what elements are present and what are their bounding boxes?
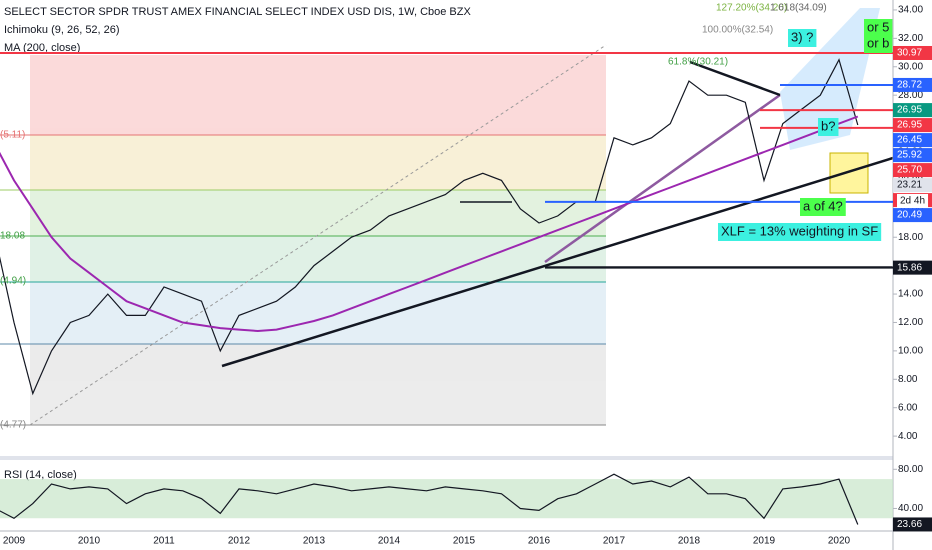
fib-zone: [30, 55, 606, 135]
x-tick-label: 2014: [378, 536, 401, 547]
y-tick-label: 28.00: [898, 90, 923, 101]
x-tick-label: 2018: [678, 536, 701, 547]
y-tick-label: 34.00: [898, 5, 923, 16]
trend-line: [689, 60, 781, 97]
trend-line: [544, 93, 781, 264]
y-tick-label: 6.00: [898, 402, 918, 413]
annotation: b?: [821, 118, 835, 133]
annotation: 18.08: [0, 231, 25, 242]
annotation: (5.11): [0, 130, 25, 141]
price-tag: [893, 133, 932, 148]
annotation: XLF = 13% weighting in SF: [721, 223, 878, 238]
y-tick-label: 80.00: [898, 464, 923, 475]
annotation-box: [818, 118, 839, 136]
annotation: 100.00%(32.54): [702, 25, 773, 36]
y-tick-label: 14.00: [898, 289, 923, 300]
price-tag: [893, 260, 932, 275]
indicator-label: Ichimoku (9, 26, 52, 26): [4, 24, 120, 36]
series-line: [0, 115, 859, 333]
target-box: [829, 152, 869, 194]
pane-title: RSI (14, close): [4, 469, 77, 481]
series-line: [0, 58, 859, 396]
y-tick-label: 18.00: [898, 232, 923, 243]
y-tick-label: 10.00: [898, 346, 923, 357]
fib-zone: [30, 190, 606, 236]
pane-separator: [0, 456, 893, 460]
price-tag: [893, 163, 932, 178]
price-tag: [893, 118, 932, 133]
x-tick-label: 2009: [3, 536, 26, 547]
annotation-box: [788, 29, 817, 47]
channel: [780, 8, 880, 150]
x-tick-label: 2012: [228, 536, 251, 547]
trend-line: [221, 156, 894, 368]
annotation: 3) ?: [791, 29, 813, 44]
x-tick-label: 2013: [303, 536, 326, 547]
price-tag-label: 26.95: [897, 105, 922, 116]
y-tick-label: 4.00: [898, 431, 918, 442]
annotation: 1.618(34.09): [770, 3, 827, 14]
annotation: or b: [867, 35, 889, 50]
y-tick-label: 40.00: [898, 503, 923, 514]
last-value-label: 23.66: [897, 519, 922, 530]
x-tick-label: 2015: [453, 536, 476, 547]
price-tag-label: 26.95: [897, 120, 922, 131]
price-tag: [893, 77, 932, 92]
annotation: 61.8%(30.21): [668, 57, 728, 68]
price-tag-label: 23.21: [897, 180, 922, 191]
price-tag: [893, 148, 932, 163]
price-tag: [893, 103, 932, 118]
annotation: 127.20%(34.20): [716, 3, 787, 14]
y-tick-label: 8.00: [898, 374, 918, 385]
last-value-tag: [893, 517, 932, 532]
annotation: or 5: [867, 19, 889, 34]
price-tag: [893, 208, 932, 223]
price-tag-label: 28.72: [897, 80, 922, 91]
x-tick-label: 2011: [153, 536, 175, 547]
annotation: a of 4?: [803, 198, 843, 213]
x-tick-label: 2010: [78, 536, 101, 547]
fib-zone: [30, 135, 606, 190]
series-group: [0, 473, 859, 525]
x-tick-label: 2016: [528, 536, 551, 547]
price-tag-label: 25.70: [897, 165, 922, 176]
fib-zone: [30, 282, 606, 344]
y-tick-label: 12.00: [898, 317, 923, 328]
annotation-box: [718, 223, 882, 241]
annotation-box: [800, 198, 846, 216]
annotation: 2d 4h: [900, 196, 925, 207]
annotation: (4.77): [0, 420, 26, 431]
fib-diagonal: [29, 44, 607, 426]
fib-zones: [30, 55, 606, 425]
annotation-box: [897, 194, 929, 208]
x-tick-label: 2017: [603, 536, 626, 547]
chart-title: SELECT SECTOR SPDR TRUST AMEX FINANCIAL …: [4, 6, 471, 18]
price-tag-label: 25.92: [897, 150, 922, 161]
fib-zone: [30, 344, 606, 425]
price-tag-label: 26.45: [897, 135, 922, 146]
price-tag-label: 30.97: [897, 48, 922, 59]
price-tag: [893, 178, 932, 193]
x-tick-label: 2020: [828, 536, 851, 547]
series-line: [0, 473, 859, 525]
price-tag: [893, 45, 932, 60]
price-tag-label: 20.49: [897, 210, 922, 221]
annotation: (4.94): [0, 276, 26, 287]
y-tick-label: 30.00: [898, 61, 923, 72]
legend-entry: MA (200, close): [4, 42, 80, 54]
y-tick-label: 32.00: [898, 33, 923, 44]
annotation-box: [864, 35, 893, 53]
price-tag-label: 15.86: [897, 262, 922, 273]
series-group: [0, 58, 859, 396]
fib-zone: [30, 236, 606, 282]
x-tick-label: 2019: [753, 536, 776, 547]
annotation-box: [864, 19, 893, 37]
